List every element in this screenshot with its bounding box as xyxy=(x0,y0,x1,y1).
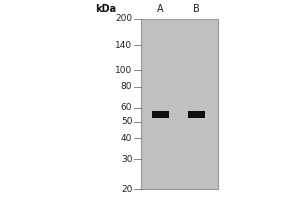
Text: 100: 100 xyxy=(115,66,132,75)
Text: kDa: kDa xyxy=(95,4,116,14)
Bar xyxy=(188,111,205,118)
Bar xyxy=(152,111,169,118)
Text: B: B xyxy=(193,4,200,14)
Text: 80: 80 xyxy=(121,82,132,91)
Text: 40: 40 xyxy=(121,134,132,143)
Text: 200: 200 xyxy=(115,14,132,23)
Text: A: A xyxy=(157,4,164,14)
Text: 140: 140 xyxy=(115,41,132,50)
Text: 30: 30 xyxy=(121,155,132,164)
Text: 20: 20 xyxy=(121,185,132,194)
Text: 50: 50 xyxy=(121,117,132,126)
Bar xyxy=(141,19,218,189)
Text: 60: 60 xyxy=(121,103,132,112)
